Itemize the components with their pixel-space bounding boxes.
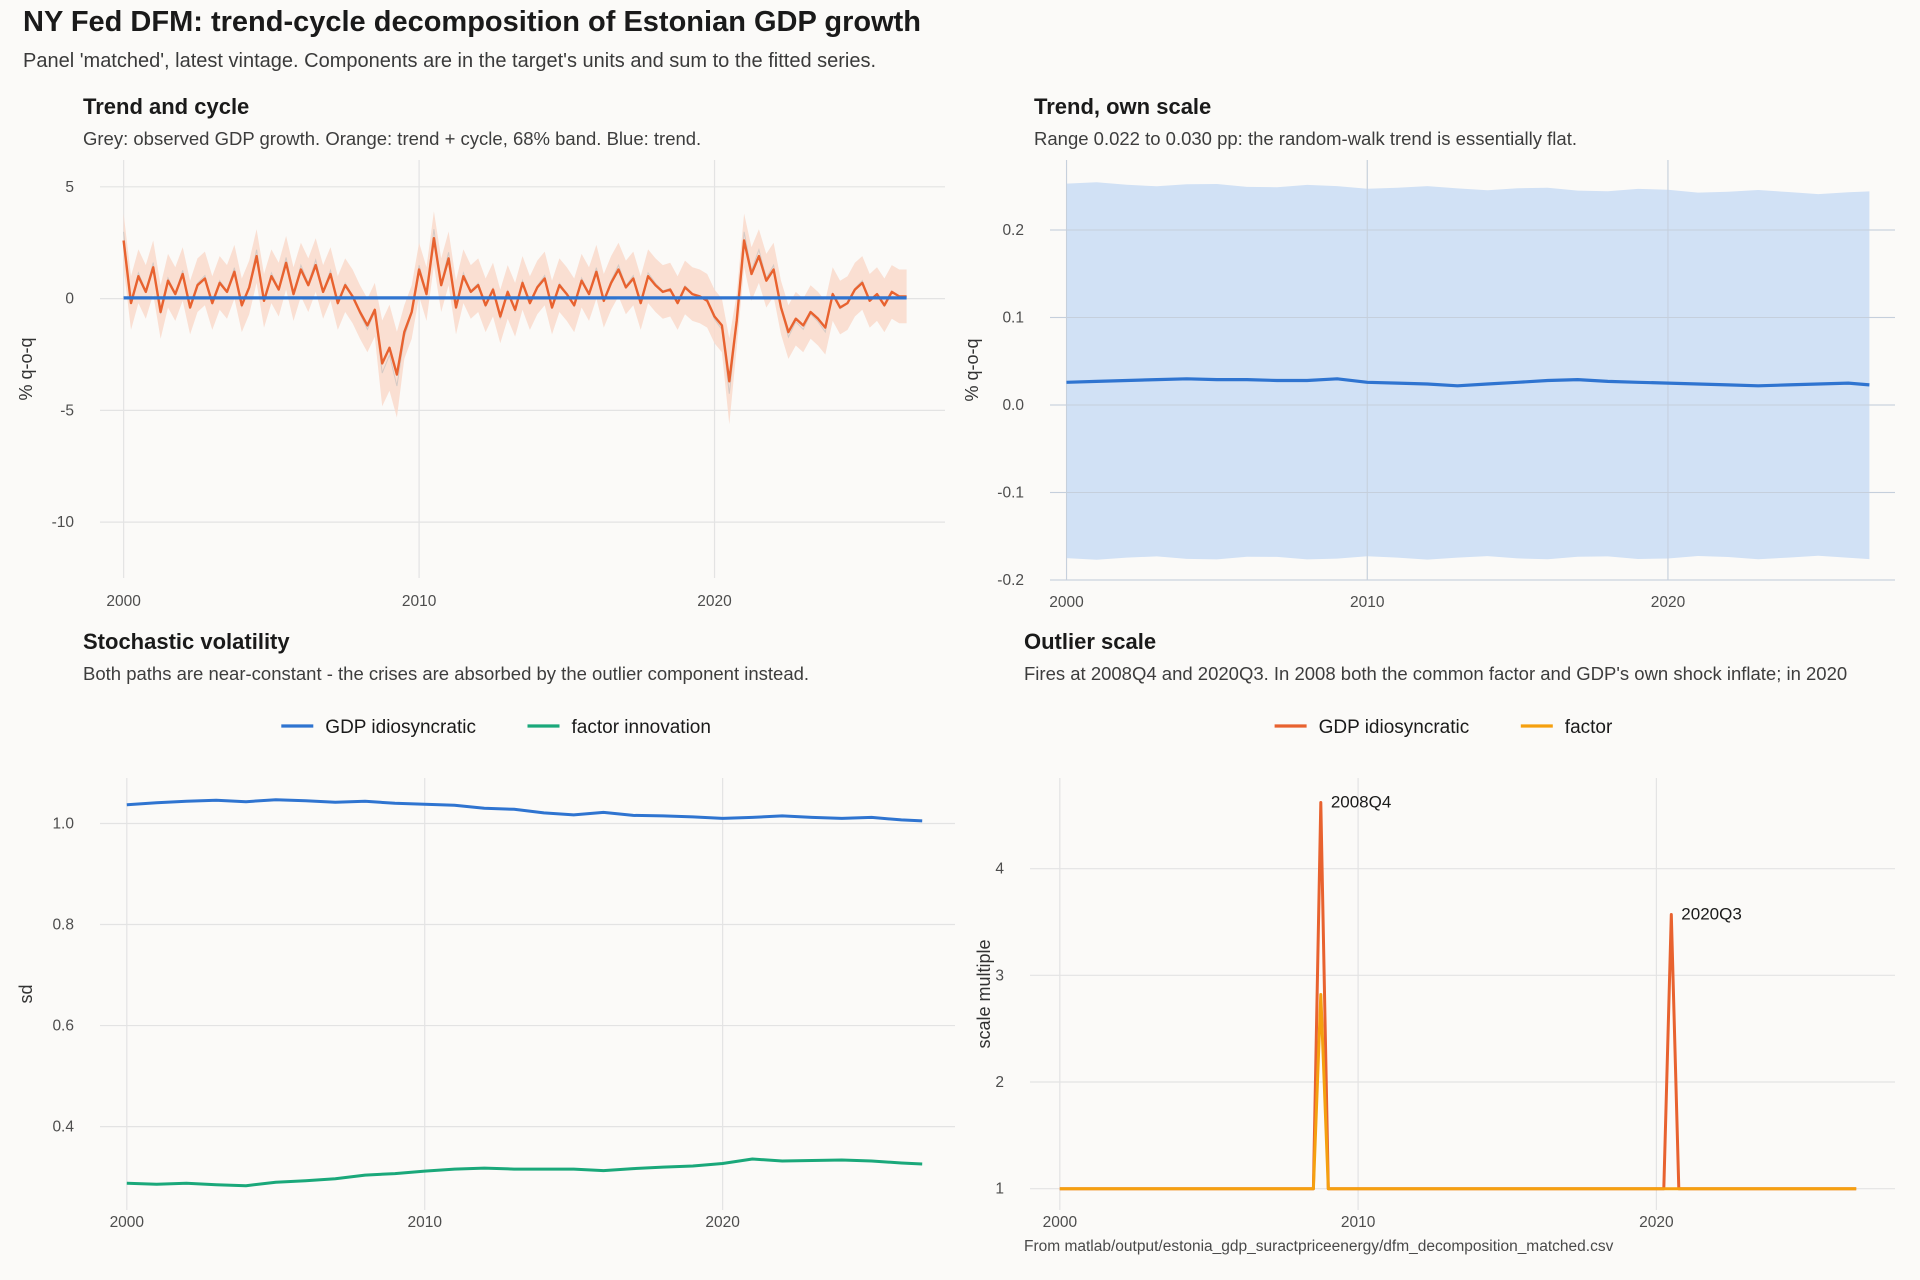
- factor-innovation-vol-line: [126, 1157, 923, 1188]
- panel-outlier-scale: 2000 2010 2020 4 3 2 1 scale multiple 2008Q4 2020…: [974, 778, 1895, 1231]
- y-axis-title: % q-o-q: [962, 338, 982, 401]
- legend-label: factor innovation: [572, 717, 711, 738]
- trend-cycle-band: [123, 211, 907, 425]
- page-subtitle: Panel 'matched', latest vintage. Compone…: [23, 50, 877, 72]
- y-tick-label: 0.1: [1002, 310, 1024, 327]
- y-tick-label: 0.2: [1002, 222, 1024, 239]
- panel-stochastic-volatility: 2000 2010 2020 1.0 0.8 0.6 0.4 sd: [16, 778, 955, 1231]
- legend-label: GDP idiosyncratic: [325, 717, 476, 738]
- x-tick-label: 2000: [106, 593, 141, 610]
- x-tick-label: 2000: [110, 1214, 145, 1231]
- x-tick-label: 2010: [407, 1214, 442, 1231]
- x-tick-label: 2010: [1341, 1214, 1376, 1231]
- x-tick-label: 2010: [1350, 594, 1385, 611]
- trend-line: [1066, 377, 1870, 388]
- y-tick-label: 3: [995, 967, 1004, 984]
- panel-title-outlier-scale: Outlier scale: [1024, 629, 1157, 654]
- y-tick-label: 1: [995, 1181, 1004, 1198]
- legend-outlier-scale: GDP idiosyncratic factor: [1274, 717, 1613, 738]
- y-axis-title: sd: [16, 984, 36, 1003]
- trend-cycle-line: [122, 237, 907, 383]
- x-tick-label: 2020: [697, 593, 732, 610]
- panel-title-trend-cycle: Trend and cycle: [83, 94, 250, 119]
- panel-subtitle-stochastic-volatility: Both paths are near-constant - the crise…: [83, 663, 810, 684]
- y-axis-title: scale multiple: [974, 939, 994, 1048]
- panel-subtitle-trend-cycle: Grey: observed GDP growth. Orange: trend…: [83, 128, 702, 149]
- source-caption: From matlab/output/estonia_gdp_suractpri…: [1024, 1238, 1614, 1255]
- y-tick-label: 5: [65, 179, 74, 196]
- x-tick-label: 2000: [1043, 1214, 1078, 1231]
- y-tick-label: 0.4: [52, 1119, 74, 1136]
- y-tick-label: -0.2: [997, 572, 1024, 589]
- outlier-annotation: 2008Q4: [1331, 793, 1392, 812]
- panel-subtitle-outlier-scale: Fires at 2008Q4 and 2020Q3. In 2008 both…: [1024, 663, 1848, 684]
- y-tick-label: -0.1: [997, 485, 1024, 502]
- legend-stochastic-volatility: GDP idiosyncratic factor innovation: [281, 717, 711, 738]
- x-tick-label: 2000: [1049, 594, 1084, 611]
- outlier-gdp-line: [1059, 801, 1857, 1191]
- legend-label: factor: [1565, 717, 1613, 738]
- panel-title-stochastic-volatility: Stochastic volatility: [83, 629, 290, 654]
- trend-band: [1066, 182, 1870, 560]
- panel-title-trend-own-scale: Trend, own scale: [1034, 94, 1212, 119]
- y-tick-label: 4: [995, 861, 1004, 878]
- y-tick-label: 1.0: [52, 815, 74, 832]
- y-tick-label: 0.6: [52, 1018, 74, 1035]
- x-tick-label: 2010: [402, 593, 437, 610]
- outlier-factor-line: [1059, 993, 1857, 1191]
- y-axis-title: % q-o-q: [16, 337, 36, 400]
- y-tick-label: -5: [60, 402, 74, 419]
- x-tick-label: 2020: [1639, 1214, 1674, 1231]
- y-tick-label: 2: [995, 1074, 1004, 1091]
- panel-subtitle-trend-own-scale: Range 0.022 to 0.030 pp: the random-walk…: [1034, 128, 1577, 149]
- y-tick-label: 0.0: [1002, 397, 1024, 414]
- page-title: NY Fed DFM: trend-cycle decomposition of…: [23, 6, 921, 38]
- panel-trend-own-scale: 2000 2010 2020 0.2 0.1 0.0 -0.1 -0.2 % q-o-q: [962, 160, 1895, 611]
- outlier-annotation: 2020Q3: [1681, 905, 1742, 924]
- y-tick-label: -10: [52, 514, 75, 531]
- y-tick-label: 0: [65, 291, 74, 308]
- legend-label: GDP idiosyncratic: [1319, 717, 1470, 738]
- gdp-idiosyncratic-vol-line: [126, 798, 923, 823]
- panel-trend-and-cycle: 2000 2010 2020 5 0 -5 -10 % q-o-q: [16, 160, 945, 610]
- x-tick-label: 2020: [705, 1214, 740, 1231]
- x-tick-label: 2020: [1651, 594, 1686, 611]
- y-tick-label: 0.8: [52, 917, 74, 934]
